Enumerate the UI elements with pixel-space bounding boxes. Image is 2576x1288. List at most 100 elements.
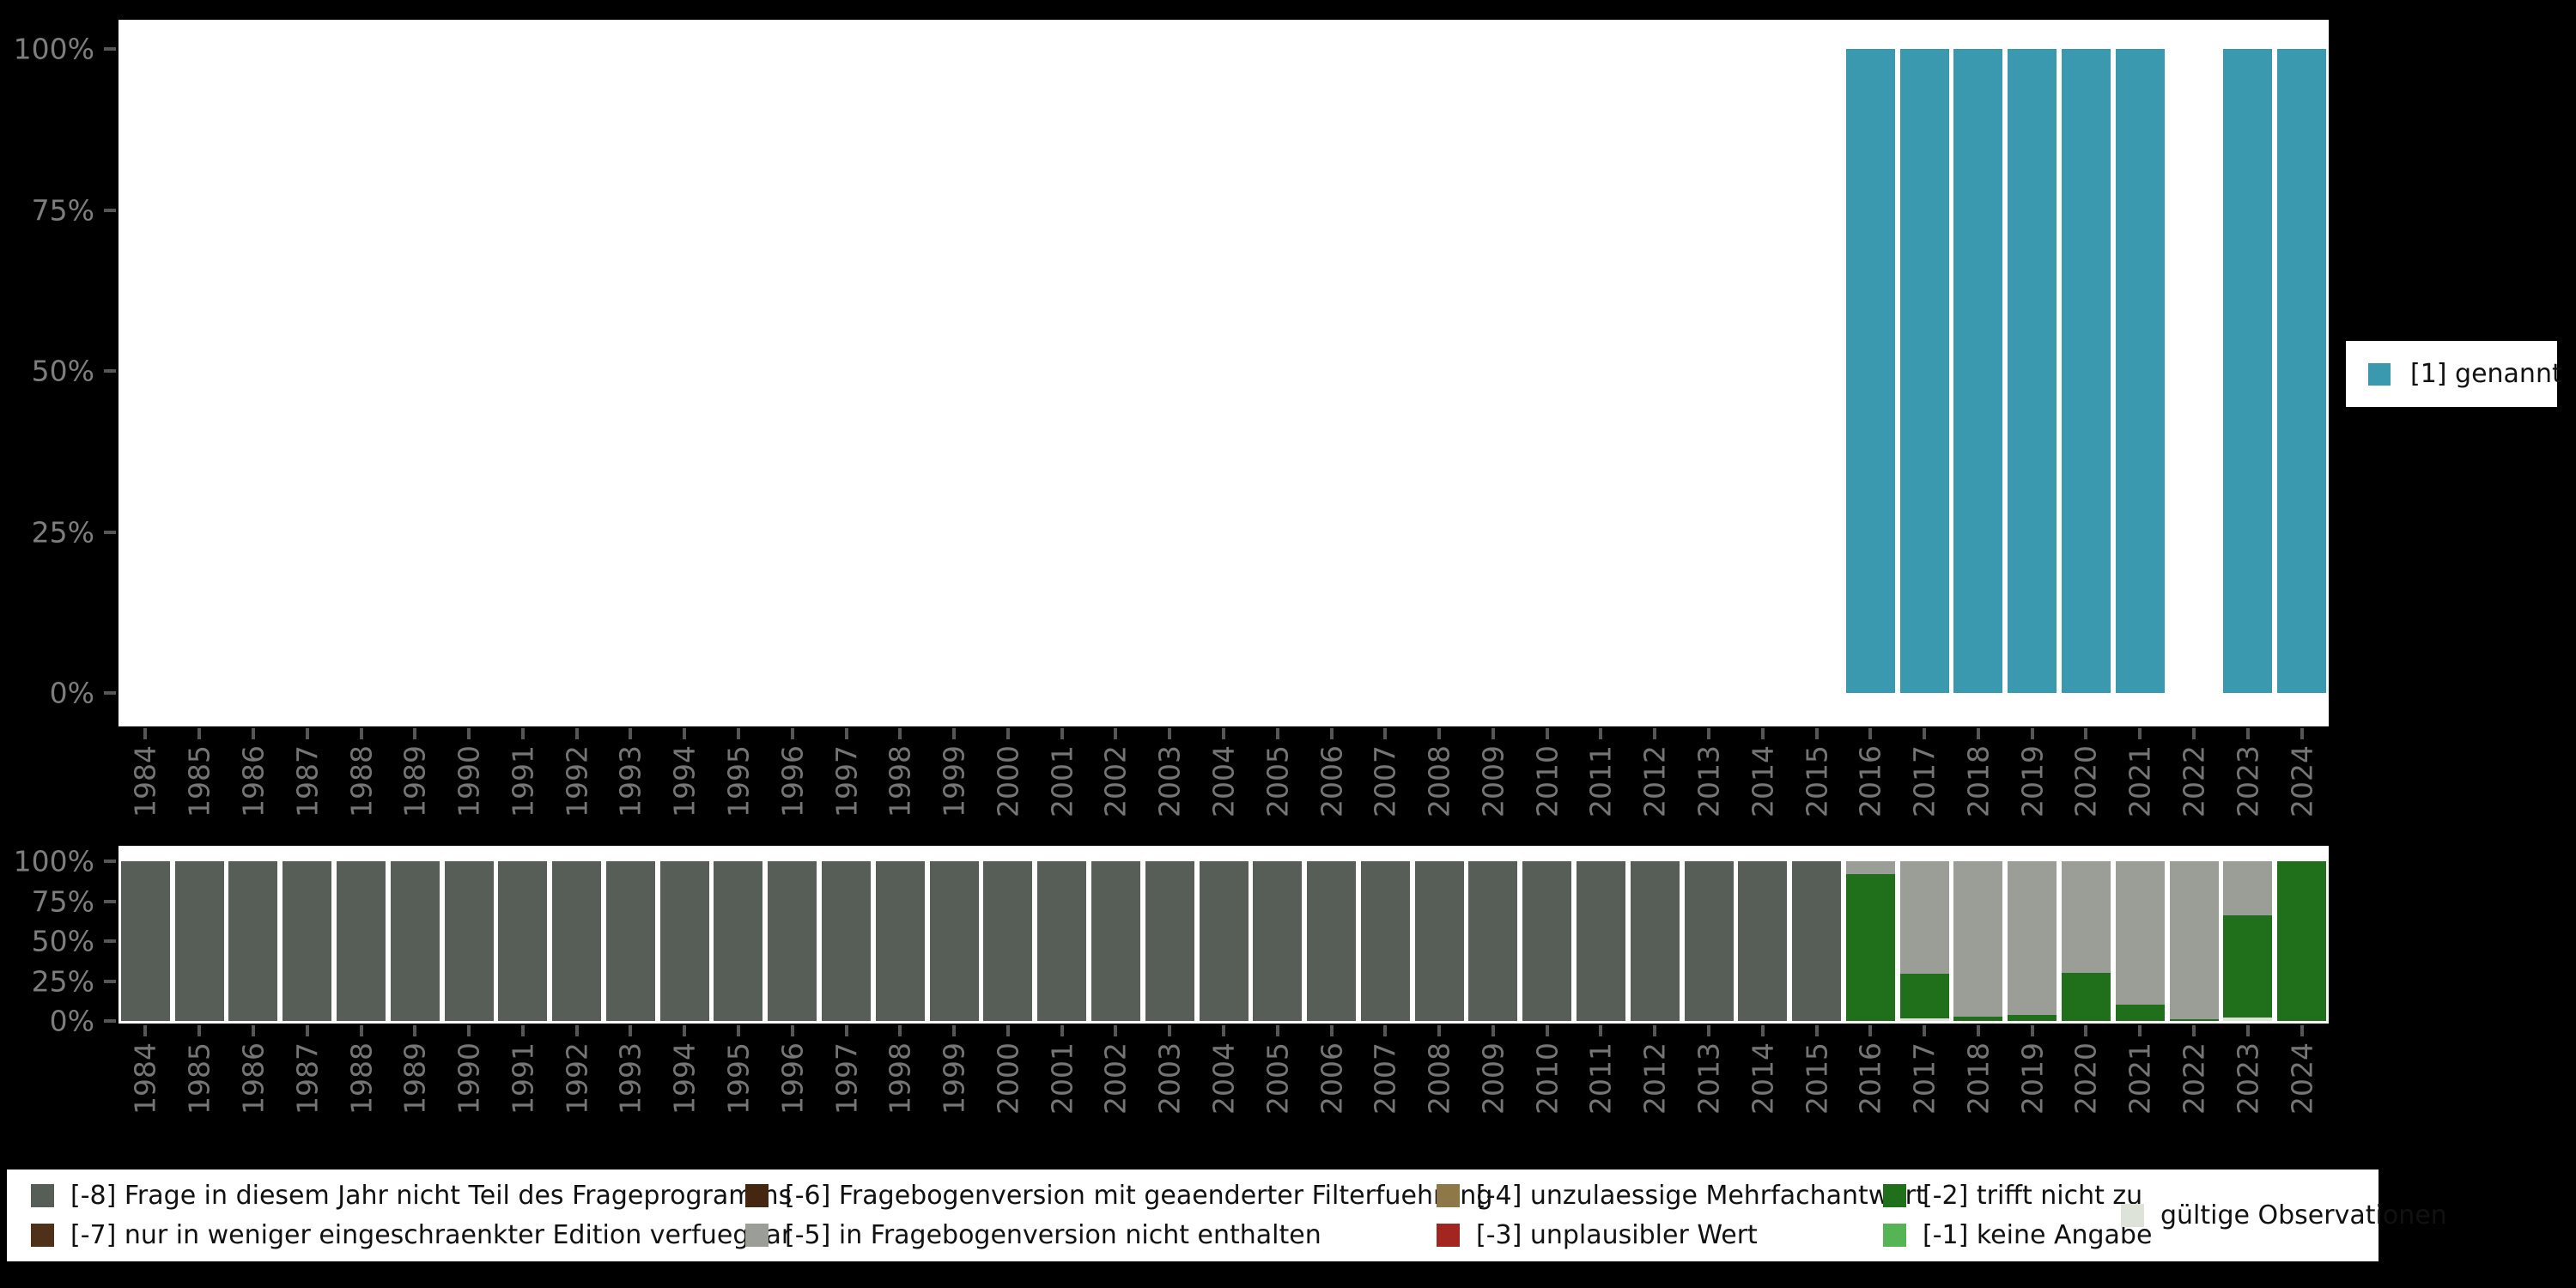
legend-item--5: [-5] in Fragebogenversion nicht enthalte…: [745, 1216, 1437, 1255]
top-xtick-mark: [683, 728, 687, 739]
legend-item--2: [-2] trifft nicht zu: [1883, 1176, 2142, 1216]
bottom-xtick-mark: [1114, 1025, 1118, 1036]
top-xtick-label-2016: 2016: [1853, 745, 1887, 817]
bottom-xtick-mark: [2300, 1025, 2304, 1036]
bottom-xtick-mark: [2138, 1025, 2142, 1036]
bottom-xtick-mark: [520, 1025, 525, 1036]
top-xtick-mark: [1437, 728, 1442, 739]
legend-swatch--7: [31, 1224, 54, 1247]
bottom-xtick-mark: [305, 1025, 309, 1036]
top-xtick-mark: [1114, 728, 1118, 739]
bottom-xtick-label-2015: 2015: [1800, 1042, 1834, 1115]
bottom-ytick-mark: [104, 860, 116, 863]
top-ytick-mark: [104, 47, 116, 51]
top-xtick-mark: [2245, 728, 2250, 739]
legend-item--3: [-3] unplausibler Wert: [1437, 1216, 1883, 1255]
legend-column-4: [-2] trifft nicht zu [-1] keine Angabe: [1883, 1176, 2152, 1255]
bottom-ytick-mark: [104, 899, 116, 903]
top-xtick-label-2015: 2015: [1800, 745, 1834, 817]
legend-label-genannt: [1] genannt: [2410, 359, 2562, 389]
bottom-xtick-mark: [1653, 1025, 1657, 1036]
legend-label--5: [-5] in Fragebogenversion nicht enthalte…: [785, 1220, 1321, 1250]
bar-2003-code-8: [1145, 861, 1194, 1021]
top-xtick-label-2000: 2000: [991, 745, 1025, 817]
bar-1991-code-8: [498, 861, 548, 1021]
bottom-xtick-label-2005: 2005: [1261, 1042, 1295, 1115]
top-xtick-label-1997: 1997: [829, 745, 864, 817]
top-xtick-label-2021: 2021: [2123, 745, 2157, 817]
top-ytick-label: 100%: [13, 32, 94, 66]
legend-item--1: [-1] keine Angabe: [1883, 1216, 2152, 1255]
top-xtick-label-2003: 2003: [1152, 745, 1187, 817]
top-xtick-label-1989: 1989: [398, 745, 432, 817]
top-xtick-mark: [736, 728, 740, 739]
legend-label--7: [-7] nur in weniger eingeschraenkter Edi…: [70, 1220, 793, 1250]
top-xtick-label-1988: 1988: [344, 745, 378, 817]
top-xtick-mark: [520, 728, 525, 739]
top-ytick-mark: [104, 691, 116, 695]
legend-swatch-valid: [2121, 1204, 2144, 1227]
top-xtick-label-2005: 2005: [1261, 745, 1295, 817]
bar-2013-code-8: [1684, 861, 1734, 1021]
top-xtick-mark: [305, 728, 309, 739]
legend-column-1: [-8] Frage in diesem Jahr nicht Teil des…: [31, 1176, 792, 1255]
bar-2005-code-8: [1253, 861, 1303, 1021]
legend-swatch--5: [745, 1224, 769, 1247]
bar-1989-code-8: [390, 861, 440, 1021]
bottom-xtick-label-1996: 1996: [775, 1042, 810, 1115]
bar-2016-genannt: [1845, 49, 1895, 693]
top-xtick-label-1984: 1984: [128, 745, 162, 817]
top-xtick-mark: [2084, 728, 2088, 739]
bar-2006-code-8: [1307, 861, 1357, 1021]
bottom-xtick-label-2020: 2020: [2069, 1042, 2103, 1115]
bottom-xtick-mark: [2030, 1025, 2034, 1036]
bottom-xtick-label-1995: 1995: [721, 1042, 756, 1115]
bar-2016-code-2: [1845, 873, 1895, 1021]
bar-2020-code-2: [2061, 973, 2111, 1021]
bar-1998-code-8: [875, 861, 925, 1021]
bottom-xtick-label-2021: 2021: [2123, 1042, 2157, 1115]
legend-item-valid: gültige Observationen: [2121, 1196, 2447, 1236]
bottom-xtick-mark: [1437, 1025, 1442, 1036]
bottom-xtick-label-2023: 2023: [2231, 1042, 2265, 1115]
top-xtick-label-1998: 1998: [883, 745, 917, 817]
bar-2023-code-5: [2223, 861, 2273, 916]
top-xtick-mark: [790, 728, 794, 739]
bar-2009-code-8: [1468, 861, 1518, 1021]
bottom-xtick-label-1988: 1988: [344, 1042, 378, 1115]
bottom-xtick-label-2024: 2024: [2285, 1042, 2319, 1115]
bottom-xtick-mark: [790, 1025, 794, 1036]
bottom-xtick-mark: [898, 1025, 902, 1036]
bar-1987-code-8: [283, 861, 332, 1021]
legend-column-3: [-4] unzulaessige Mehrfachantwort [-3] un…: [1437, 1176, 1926, 1255]
top-xtick-label-2011: 2011: [1583, 745, 1618, 817]
bottom-ytick-label: 75%: [31, 884, 94, 918]
bottom-xtick-mark: [844, 1025, 848, 1036]
bar-2019-genannt: [2008, 49, 2057, 693]
top-xtick-mark: [574, 728, 579, 739]
bottom-xtick-mark: [1383, 1025, 1388, 1036]
bottom-xtick-label-1986: 1986: [236, 1042, 270, 1115]
legend-swatch--2: [1883, 1184, 1906, 1207]
bar-2022-code-2: [2169, 1019, 2219, 1021]
top-xtick-mark: [1383, 728, 1388, 739]
top-xtick-mark: [413, 728, 417, 739]
bottom-xtick-label-2002: 2002: [1098, 1042, 1133, 1115]
bottom-xtick-mark: [1868, 1025, 1873, 1036]
bottom-xtick-label-2011: 2011: [1583, 1042, 1618, 1115]
bottom-xtick-mark: [1976, 1025, 1980, 1036]
top-xtick-label-2004: 2004: [1206, 745, 1241, 817]
bottom-ytick-mark: [104, 939, 116, 943]
bar-2014-code-8: [1738, 861, 1788, 1021]
bottom-xtick-mark: [143, 1025, 148, 1036]
bar-1990-code-8: [444, 861, 494, 1021]
bottom-ytick-label: 50%: [31, 924, 94, 958]
bottom-chart-panel: [118, 846, 2329, 1024]
bar-2002-code-8: [1091, 861, 1140, 1021]
top-xtick-label-2022: 2022: [2177, 745, 2211, 817]
legend-label-valid: gültige Observationen: [2160, 1200, 2447, 1230]
bottom-xtick-label-2019: 2019: [2015, 1042, 2050, 1115]
bar-1997-code-8: [822, 861, 872, 1021]
bar-1986-code-8: [228, 861, 278, 1021]
bar-2017-genannt: [1899, 49, 1949, 693]
